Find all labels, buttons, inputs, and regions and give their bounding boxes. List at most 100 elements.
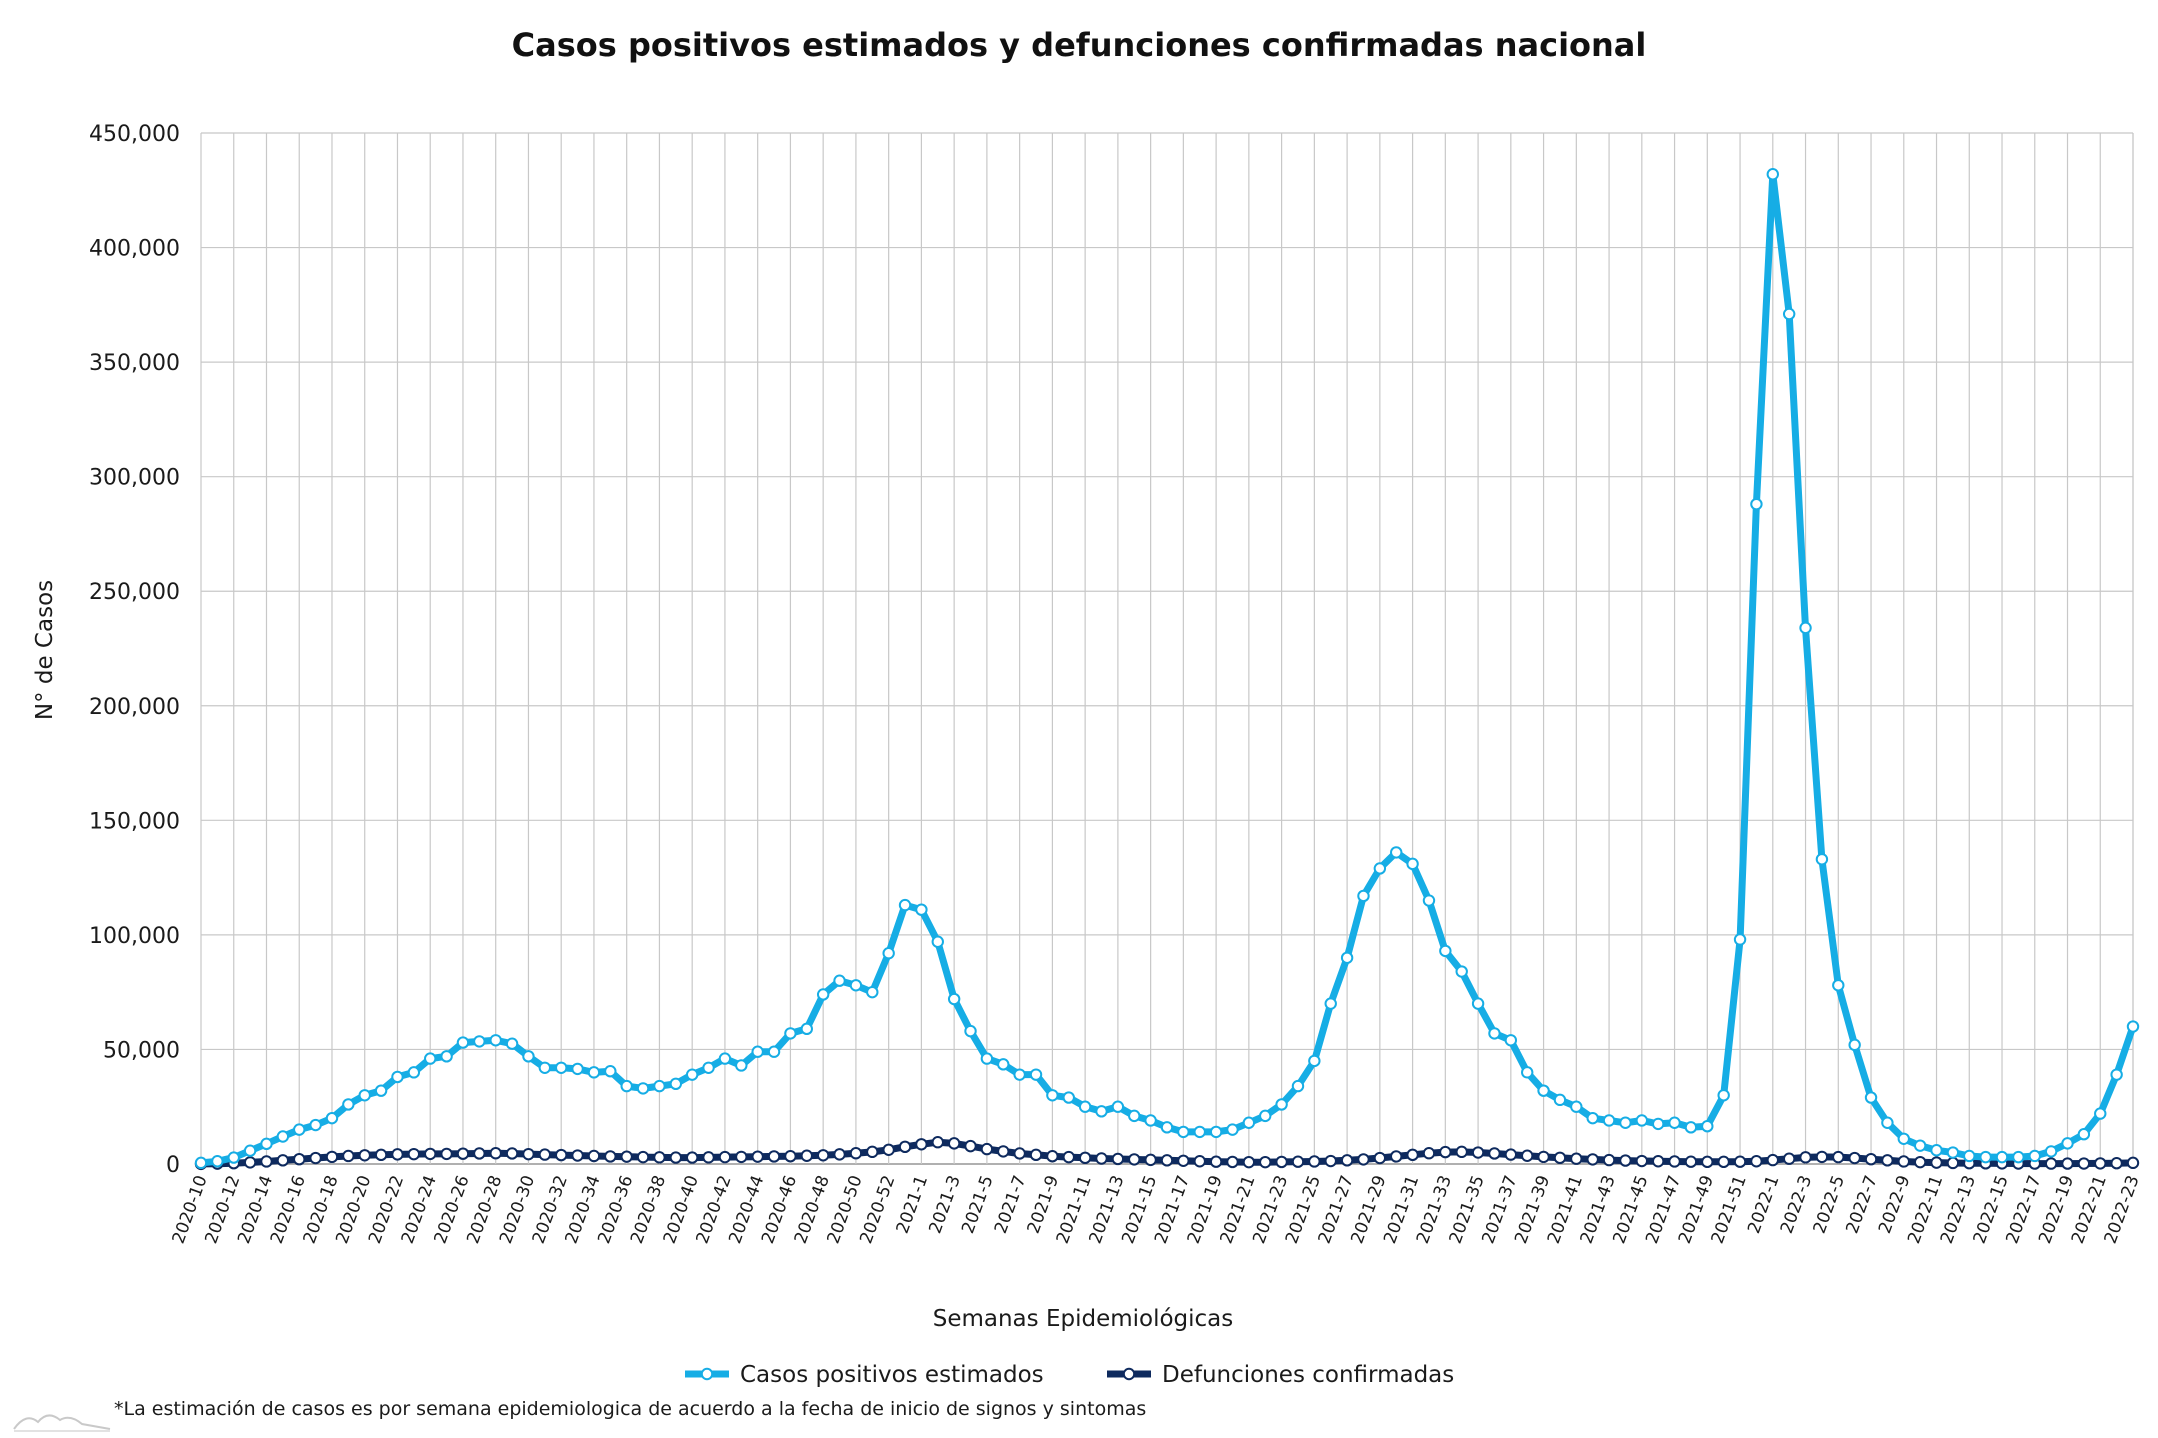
data-point bbox=[915, 1138, 928, 1151]
data-point bbox=[2110, 1156, 2123, 1170]
data-point bbox=[1848, 1038, 1861, 1052]
data-point bbox=[1406, 1148, 1419, 1162]
data-point bbox=[1930, 1156, 1943, 1169]
data-point bbox=[309, 1118, 322, 1132]
data-point bbox=[882, 1143, 895, 1156]
data-point bbox=[931, 1136, 944, 1149]
series-layer bbox=[194, 168, 2140, 1171]
data-point bbox=[898, 898, 912, 912]
data-point bbox=[1750, 497, 1763, 511]
data-point bbox=[1390, 846, 1403, 859]
data-point bbox=[1226, 1155, 1239, 1169]
data-point bbox=[604, 1065, 617, 1078]
data-point bbox=[685, 1151, 699, 1164]
data-point bbox=[1521, 1066, 1534, 1079]
series-defunciones bbox=[194, 1136, 2140, 1171]
data-point bbox=[1062, 1150, 1075, 1164]
data-point bbox=[1488, 1147, 1501, 1160]
data-point bbox=[1553, 1093, 1567, 1107]
y-tick-label: 100,000 bbox=[89, 924, 180, 949]
data-point bbox=[2061, 1137, 2074, 1150]
data-point bbox=[964, 1024, 977, 1038]
data-point bbox=[424, 1147, 437, 1161]
y-tick-label: 300,000 bbox=[89, 466, 180, 491]
data-point bbox=[1684, 1121, 1698, 1134]
data-point bbox=[1504, 1034, 1518, 1047]
data-point bbox=[309, 1151, 322, 1165]
data-point bbox=[964, 1139, 977, 1153]
data-point bbox=[1275, 1098, 1288, 1111]
data-point bbox=[2012, 1150, 2025, 1164]
data-point bbox=[1602, 1153, 1616, 1167]
data-point bbox=[538, 1061, 552, 1074]
data-point bbox=[1160, 1121, 1174, 1134]
series-casos bbox=[194, 168, 2140, 1170]
data-point bbox=[1340, 951, 1354, 964]
data-point bbox=[1357, 1153, 1370, 1166]
data-point bbox=[1373, 862, 1387, 875]
y-tick-label: 450,000 bbox=[89, 122, 180, 147]
data-point bbox=[1733, 933, 1747, 946]
data-point bbox=[1095, 1152, 1108, 1165]
data-point bbox=[1799, 1151, 1812, 1164]
data-point bbox=[1013, 1147, 1026, 1160]
data-point bbox=[473, 1035, 486, 1048]
data-point bbox=[342, 1098, 355, 1111]
data-point bbox=[211, 1155, 224, 1168]
data-point bbox=[1897, 1155, 1910, 1168]
data-point bbox=[1946, 1146, 1960, 1159]
data-point bbox=[915, 903, 928, 916]
data-point bbox=[816, 988, 830, 1001]
data-point bbox=[1651, 1155, 1665, 1168]
data-point bbox=[456, 1036, 470, 1049]
data-point bbox=[866, 1145, 879, 1159]
data-point bbox=[1095, 1105, 1108, 1118]
data-point bbox=[1422, 894, 1436, 907]
data-point bbox=[1570, 1100, 1583, 1113]
data-point bbox=[1193, 1125, 1206, 1139]
data-point bbox=[293, 1123, 306, 1136]
data-point bbox=[1455, 1145, 1468, 1159]
data-point bbox=[2110, 1068, 2123, 1081]
data-point bbox=[1259, 1155, 1272, 1169]
data-point bbox=[1062, 1091, 1075, 1104]
brand-logo-icon bbox=[13, 1414, 111, 1432]
data-point bbox=[1602, 1114, 1616, 1127]
data-point bbox=[276, 1130, 290, 1143]
data-point bbox=[555, 1061, 568, 1074]
data-point bbox=[1128, 1109, 1141, 1123]
data-point bbox=[947, 992, 961, 1006]
data-point bbox=[997, 1145, 1010, 1158]
data-point bbox=[587, 1066, 601, 1079]
data-point bbox=[260, 1155, 273, 1168]
data-point bbox=[391, 1148, 404, 1161]
data-point bbox=[358, 1149, 371, 1162]
data-point bbox=[571, 1149, 584, 1162]
data-point bbox=[2077, 1157, 2091, 1170]
data-point bbox=[1717, 1155, 1730, 1169]
data-point bbox=[980, 1052, 994, 1065]
data-point bbox=[800, 1022, 813, 1036]
data-point bbox=[587, 1149, 601, 1163]
data-point bbox=[1046, 1150, 1059, 1163]
data-point bbox=[751, 1045, 764, 1058]
data-point bbox=[1259, 1109, 1272, 1123]
data-point bbox=[620, 1079, 633, 1093]
data-point bbox=[1733, 1155, 1747, 1168]
data-point bbox=[767, 1045, 781, 1058]
y-tick-label: 150,000 bbox=[89, 809, 180, 834]
data-point bbox=[1799, 621, 1812, 635]
data-point bbox=[1308, 1054, 1321, 1068]
data-point bbox=[997, 1058, 1010, 1071]
data-point bbox=[685, 1068, 699, 1081]
data-point bbox=[1963, 1149, 1976, 1163]
y-tick-label: 200,000 bbox=[89, 695, 180, 720]
y-tick-label: 250,000 bbox=[89, 580, 180, 605]
data-point bbox=[1046, 1089, 1059, 1102]
data-point bbox=[522, 1147, 535, 1161]
data-point bbox=[1324, 1154, 1337, 1168]
data-point bbox=[2077, 1128, 2091, 1141]
data-point bbox=[1815, 1150, 1829, 1164]
data-point bbox=[784, 1027, 797, 1040]
